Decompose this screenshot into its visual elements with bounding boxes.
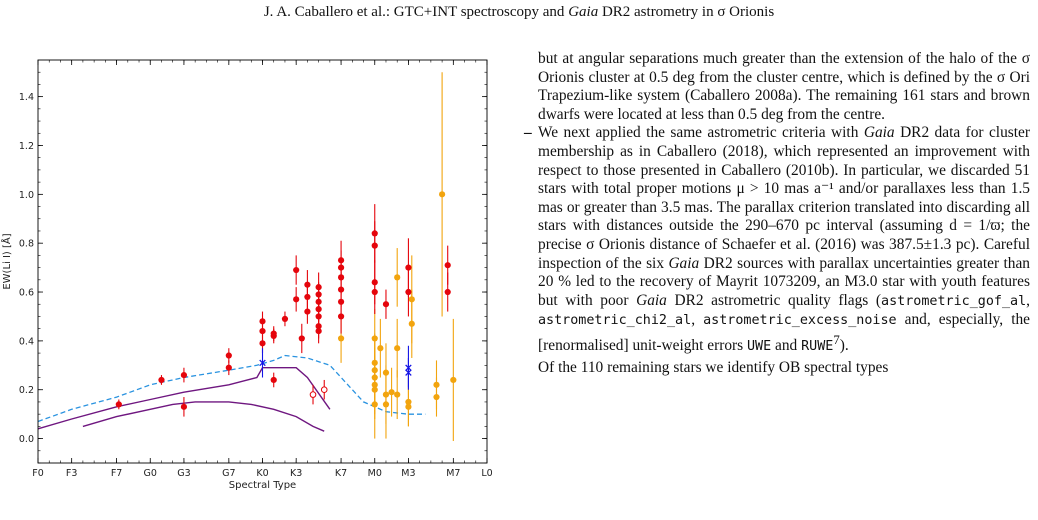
y-tick-label: 0.6 xyxy=(19,288,34,299)
header-authors: J. A. Caballero et al.: GTC+INT spectros… xyxy=(263,4,565,20)
code-flag: astrometric_chi2_al xyxy=(538,313,692,329)
upper-dashed-curve xyxy=(37,354,426,423)
data-point xyxy=(444,262,451,269)
y-tick-label: 1.0 xyxy=(19,190,34,201)
data-point xyxy=(259,340,266,347)
lithium-figure: F0 F3 F7 G0 G3 G7 K0 K3 K7 M0 M3 M7 L0 0.0 0.2 0.4 0.6 0.… xyxy=(0,40,520,500)
data-point-open xyxy=(320,386,328,394)
y-tick-label: 0.8 xyxy=(19,239,34,250)
upper-solid-curve xyxy=(37,367,331,430)
code-flag: RUWE xyxy=(801,339,834,355)
data-point xyxy=(388,389,395,396)
data-point xyxy=(433,393,440,401)
data-point xyxy=(337,313,345,320)
bullet-item: – We next applied the same astrometric c… xyxy=(524,124,1030,356)
data-point xyxy=(298,335,305,342)
plot-frame xyxy=(37,59,488,464)
data-point xyxy=(371,288,378,296)
x-tick-label: G3 xyxy=(177,468,190,479)
data-point xyxy=(408,296,415,303)
data-point xyxy=(371,401,378,408)
data-point xyxy=(180,371,188,379)
text-italic: Gaia xyxy=(863,124,895,142)
text-run: DR2 astrometric quality flags ( xyxy=(674,291,882,309)
data-point xyxy=(293,266,300,274)
text-run: We next applied the same astrometric cri… xyxy=(538,124,859,142)
data-point xyxy=(225,352,232,359)
data-point xyxy=(439,191,446,198)
data-point xyxy=(293,296,300,303)
data-point xyxy=(394,345,401,352)
lower-solid-curve xyxy=(82,401,325,432)
data-point xyxy=(180,403,188,410)
data-point xyxy=(337,335,345,342)
text-run: DR2 sources with parallax uncertainties … xyxy=(538,254,1030,309)
ew-li-chart: F0 F3 F7 G0 G3 G7 K0 K3 K7 M0 M3 M7 L0 0.0 0.2 0.4 0.6 0.… xyxy=(0,59,493,491)
header-rest: DR2 astrometry in σ Orionis xyxy=(601,4,775,20)
bullet-dash: – xyxy=(524,124,532,142)
paragraph-start: Of the 110 remaining stars we identify O… xyxy=(538,358,889,376)
text-run: and xyxy=(771,337,802,355)
data-point xyxy=(281,315,289,322)
data-point xyxy=(315,328,322,335)
y-tick-label: 0.4 xyxy=(19,336,34,347)
text-run: DR2 data for cluster membership as in Ca… xyxy=(538,124,1030,272)
text-column: but at angular separations much greater … xyxy=(524,50,1030,377)
data-point xyxy=(304,293,311,301)
data-point xyxy=(270,376,277,384)
paragraph-continued: but at angular separations much greater … xyxy=(538,50,1030,123)
text-italic: Gaia xyxy=(668,254,700,272)
data-point xyxy=(377,345,384,352)
code-flag: UWE xyxy=(746,339,772,355)
data-point xyxy=(225,364,232,371)
data-point xyxy=(394,391,401,398)
running-header: J. A. Caballero et al.: GTC+INT spectros… xyxy=(0,4,1038,21)
data-point xyxy=(270,330,277,337)
data-point xyxy=(115,401,122,408)
data-point xyxy=(394,274,401,281)
text-italic: Gaia xyxy=(636,291,667,309)
data-point-cross xyxy=(259,359,266,367)
y-tick-label: 1.2 xyxy=(19,141,34,152)
x-tick-label: G0 xyxy=(144,468,157,479)
footnote-marker: 7 xyxy=(833,332,840,347)
data-point xyxy=(405,403,412,410)
data-point xyxy=(304,308,311,315)
y-tick-label: 1.4 xyxy=(19,92,34,103)
x-tick-label: M3 xyxy=(401,468,415,479)
x-tick-label: K0 xyxy=(256,468,268,479)
y-axis-label: EW(Li I) [Å] xyxy=(0,233,13,289)
data-point xyxy=(371,242,378,249)
x-tick-label: M0 xyxy=(368,468,382,479)
data-point xyxy=(405,264,412,271)
text-run: , xyxy=(691,311,704,329)
data-point xyxy=(382,301,390,308)
data-point xyxy=(259,328,266,335)
data-point xyxy=(382,369,390,376)
code-flag: astrometric_excess_noise xyxy=(703,313,897,329)
x-tick-label: K7 xyxy=(335,468,347,479)
x-tick-label: L0 xyxy=(481,468,492,479)
x-tick-label: K3 xyxy=(290,468,302,479)
x-tick-label: F7 xyxy=(111,468,123,479)
x-tick-label: M7 xyxy=(446,468,460,479)
data-point xyxy=(450,376,457,384)
data-point-open xyxy=(309,391,317,398)
y-tick-label: 0.0 xyxy=(19,434,34,445)
text-run: , xyxy=(1026,291,1030,309)
x-tick-label: F3 xyxy=(66,468,78,479)
data-point xyxy=(444,288,451,296)
x-axis-label: Spectral Type xyxy=(229,480,296,491)
data-point xyxy=(158,376,165,384)
data-point-cross xyxy=(405,364,412,372)
text-run: ). xyxy=(839,337,849,355)
y-tick-label: 0.2 xyxy=(19,385,34,396)
x-tick-label: F0 xyxy=(32,468,44,479)
data-point xyxy=(382,401,390,408)
header-mission: Gaia xyxy=(568,4,599,20)
x-tick-label: G7 xyxy=(222,468,235,479)
code-flag: astrometric_gof_al xyxy=(881,293,1027,309)
text-run: and, especially, the [renormalised] unit… xyxy=(538,311,1030,355)
data-point xyxy=(405,288,412,296)
